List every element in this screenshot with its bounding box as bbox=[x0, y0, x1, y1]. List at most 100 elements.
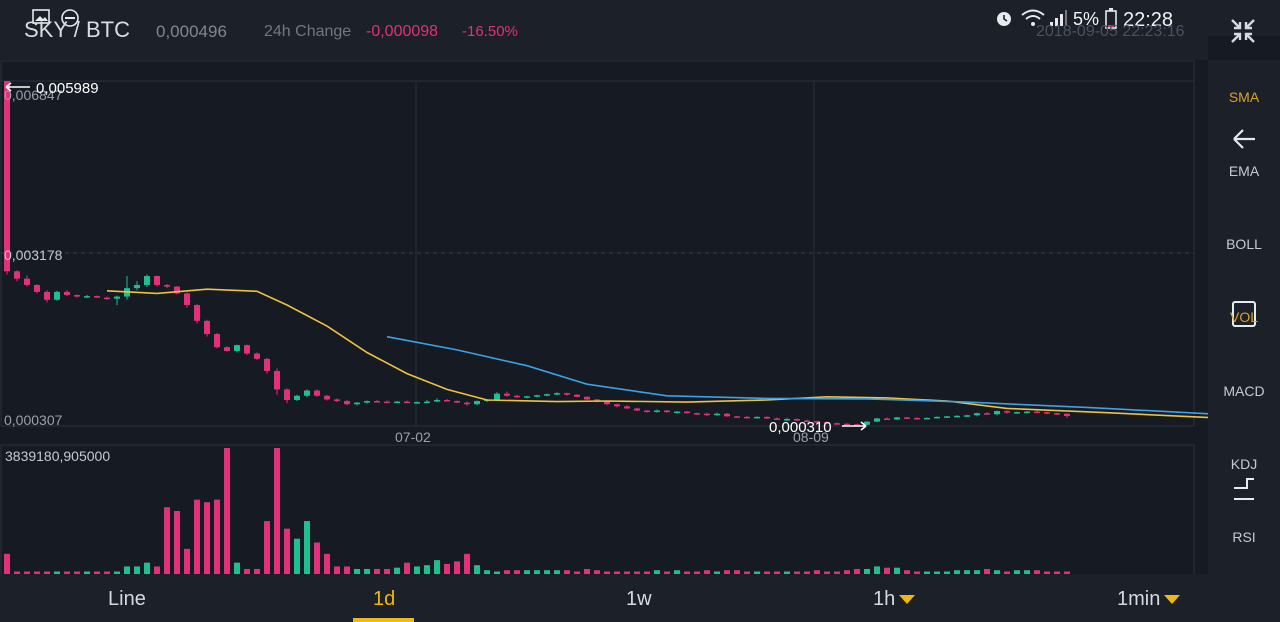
indicator-ema[interactable]: EMA bbox=[1228, 163, 1260, 179]
volume-bar bbox=[864, 568, 870, 574]
volume-bar bbox=[904, 570, 910, 574]
candle-down bbox=[584, 396, 590, 400]
volume-bar bbox=[424, 565, 430, 574]
volume-bar bbox=[84, 571, 90, 574]
indicator-macd[interactable]: MACD bbox=[1223, 383, 1265, 399]
candle-down bbox=[564, 393, 570, 395]
volume-bar bbox=[584, 568, 590, 574]
candle-up bbox=[1024, 411, 1030, 414]
volume-bar bbox=[764, 571, 770, 574]
candle-up bbox=[974, 413, 980, 416]
exit-fullscreen-icon[interactable] bbox=[1230, 18, 1256, 49]
candle-down bbox=[694, 413, 700, 415]
volume-bar bbox=[1034, 570, 1040, 574]
candle-down bbox=[274, 370, 280, 390]
volume-bar bbox=[514, 570, 520, 574]
candle-down bbox=[74, 295, 80, 297]
volume-bar bbox=[164, 507, 170, 574]
volume-bar bbox=[24, 571, 30, 574]
volume-bar bbox=[194, 499, 200, 574]
volume-bar bbox=[674, 570, 680, 574]
volume-bar bbox=[524, 570, 530, 574]
dropdown-caret-icon bbox=[899, 595, 916, 605]
volume-bar bbox=[944, 571, 950, 574]
volume-bar bbox=[374, 568, 380, 574]
indicator-boll[interactable]: BOLL bbox=[1226, 236, 1262, 252]
nav-recent-icon[interactable] bbox=[1231, 476, 1257, 507]
volume-bar bbox=[704, 570, 710, 574]
tab-1h[interactable]: 1h bbox=[873, 588, 916, 611]
volume-bars bbox=[4, 448, 1070, 574]
volume-chart[interactable]: 3839180,905000 bbox=[0, 444, 1208, 574]
volume-bar bbox=[544, 570, 550, 574]
candle-down bbox=[104, 297, 110, 300]
change-label: 24h Change bbox=[264, 23, 352, 40]
volume-bar bbox=[414, 566, 420, 574]
tab-1w[interactable]: 1w bbox=[626, 588, 652, 610]
volume-bar bbox=[754, 571, 760, 574]
price-chart-frame bbox=[0, 60, 1195, 427]
candle-down bbox=[454, 401, 460, 403]
candle-down bbox=[254, 353, 260, 359]
volume-bar bbox=[304, 521, 310, 574]
indicator-kdj[interactable]: KDJ bbox=[1230, 456, 1258, 472]
status-time: 22:28 bbox=[1123, 9, 1174, 31]
candle-down bbox=[834, 423, 840, 425]
volume-bar bbox=[1014, 570, 1020, 574]
candle-up bbox=[864, 421, 870, 425]
volume-bar bbox=[664, 571, 670, 574]
candle-down bbox=[444, 399, 450, 402]
volume-bar bbox=[234, 562, 240, 574]
chart-header bbox=[0, 0, 1208, 60]
volume-bar bbox=[384, 568, 390, 574]
tab-1min[interactable]: 1min bbox=[1117, 588, 1181, 611]
volume-bar bbox=[574, 571, 580, 574]
volume-bar bbox=[694, 571, 700, 574]
chart-datetime: 2018-09-05 22:23:16 bbox=[1036, 23, 1185, 40]
candle-down bbox=[374, 401, 380, 403]
last-price: 0,000496 bbox=[156, 22, 227, 41]
volume-bar bbox=[644, 571, 650, 574]
candle-up bbox=[424, 401, 430, 404]
volume-bar bbox=[54, 571, 60, 574]
volume-bar bbox=[784, 571, 790, 574]
candle-down bbox=[164, 284, 170, 287]
y-bottom-label: 0,000307 bbox=[4, 412, 63, 428]
candle-down bbox=[824, 422, 830, 424]
volume-bar bbox=[284, 528, 290, 574]
candle-down bbox=[194, 305, 200, 321]
candle-down bbox=[1044, 412, 1050, 414]
volume-bar bbox=[474, 565, 480, 574]
indicator-rsi[interactable]: RSI bbox=[1232, 529, 1256, 545]
candle-up bbox=[394, 401, 400, 404]
tab-line[interactable]: Line bbox=[108, 588, 146, 610]
back-arrow-icon[interactable] bbox=[1231, 126, 1257, 157]
recent-apps-icon[interactable] bbox=[1231, 300, 1257, 333]
volume-bar bbox=[504, 570, 510, 574]
indicator-sma[interactable]: SMA bbox=[1228, 89, 1260, 105]
volume-bar bbox=[94, 571, 100, 574]
candle-down bbox=[204, 320, 210, 335]
candle-down bbox=[844, 423, 850, 426]
price-chart[interactable]: 0,006847 0,003178 0,000307 0,005989 0,00… bbox=[0, 60, 1208, 440]
indicator-vol[interactable]: VOL bbox=[1229, 309, 1258, 325]
tab-1d[interactable]: 1d bbox=[373, 588, 396, 610]
candle-down bbox=[244, 345, 250, 354]
candle-up bbox=[654, 410, 660, 413]
candle-up bbox=[714, 413, 720, 416]
wifi-icon bbox=[1020, 8, 1046, 33]
candle-up bbox=[54, 291, 60, 300]
volume-bar bbox=[854, 568, 860, 574]
volume-bar bbox=[1054, 571, 1060, 574]
battery-icon bbox=[1104, 8, 1118, 35]
candle-up bbox=[934, 416, 940, 419]
volume-bar bbox=[354, 568, 360, 574]
candle-up bbox=[114, 296, 120, 299]
candles bbox=[4, 81, 1070, 426]
dropdown-caret-icon bbox=[1164, 595, 1181, 605]
volume-bar bbox=[134, 566, 140, 574]
timeframe-bar bbox=[0, 574, 1280, 622]
candle-down bbox=[774, 418, 780, 420]
candle-down bbox=[224, 347, 230, 351]
volume-bar bbox=[844, 570, 850, 574]
